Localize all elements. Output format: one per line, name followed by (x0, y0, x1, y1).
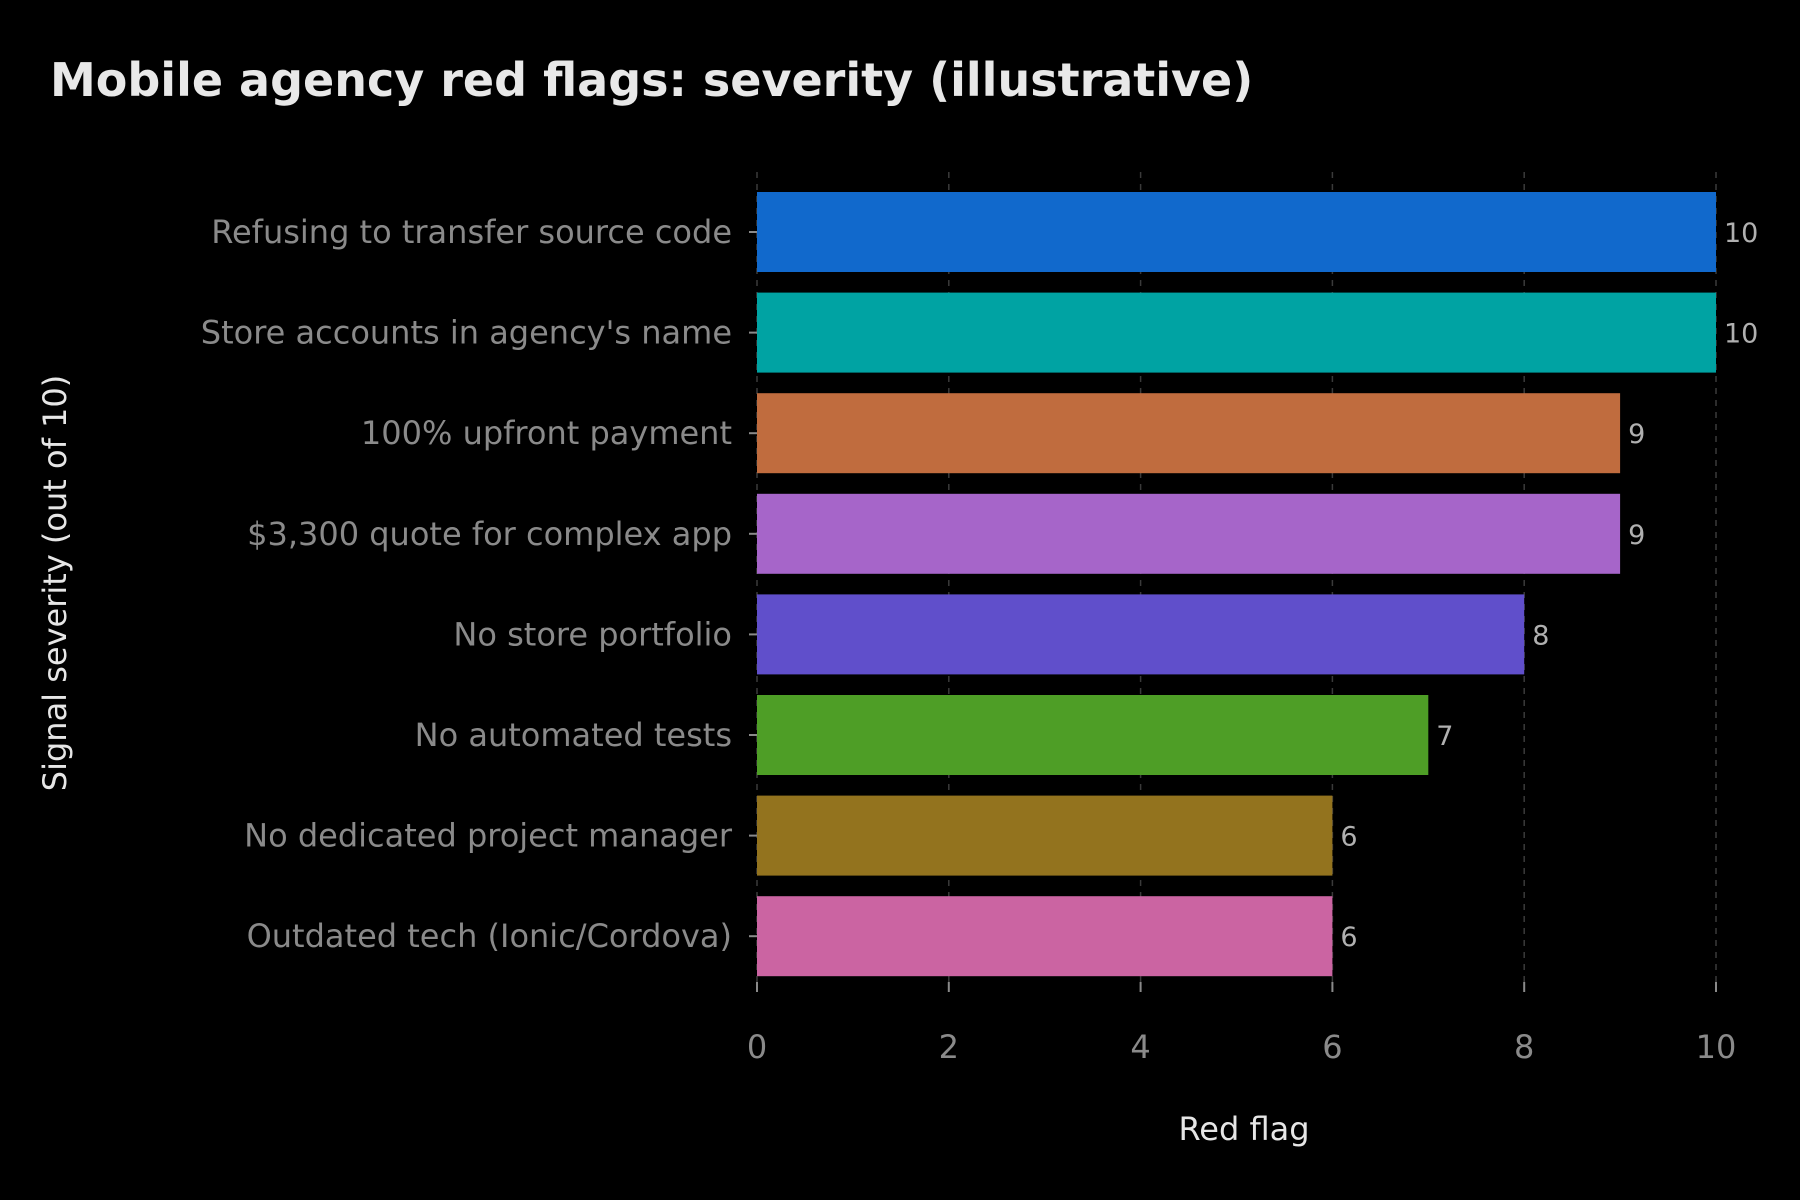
bar (757, 695, 1429, 775)
value-label: 9 (1628, 419, 1645, 450)
value-label: 10 (1724, 319, 1758, 350)
value-label: 7 (1436, 721, 1453, 752)
value-label: 9 (1628, 520, 1645, 551)
x-tick-label: 4 (1130, 1028, 1150, 1066)
category-label: Store accounts in agency's name (201, 314, 732, 352)
bar (757, 192, 1716, 272)
y-axis-ticks: Refusing to transfer source code Store ac… (201, 213, 757, 955)
x-tick-label: 6 (1322, 1028, 1342, 1066)
category-label: Refusing to transfer source code (211, 213, 732, 251)
x-axis-ticks: 0 2 4 6 8 10 (747, 982, 1737, 1066)
bar (757, 795, 1333, 876)
x-tick-label: 10 (1696, 1028, 1737, 1066)
bar (757, 594, 1525, 675)
value-label: 10 (1724, 218, 1758, 249)
x-tick-label: 0 (747, 1028, 767, 1066)
chart-title: Mobile agency red flags: severity (illus… (50, 53, 1253, 107)
category-label: No automated tests (415, 716, 732, 754)
bar (757, 896, 1333, 977)
x-axis-title: Red flag (1178, 1110, 1309, 1148)
bar (757, 292, 1716, 373)
y-axis-title: Signal severity (out of 10) (36, 375, 74, 791)
x-tick-label: 2 (939, 1028, 959, 1066)
category-label: No store portfolio (453, 615, 732, 653)
value-label: 8 (1532, 620, 1549, 651)
value-label: 6 (1340, 922, 1357, 953)
x-tick-label: 8 (1514, 1028, 1534, 1066)
category-label: $3,300 quote for complex app (247, 515, 732, 553)
bars: 10 10 9 9 8 7 6 6 (757, 192, 1758, 977)
bar (757, 393, 1621, 474)
value-label: 6 (1340, 822, 1357, 853)
category-label: Outdated tech (Ionic/Cordova) (247, 917, 732, 955)
bar (757, 493, 1621, 574)
category-label: No dedicated project manager (244, 817, 733, 855)
category-label: 100% upfront payment (361, 414, 732, 452)
